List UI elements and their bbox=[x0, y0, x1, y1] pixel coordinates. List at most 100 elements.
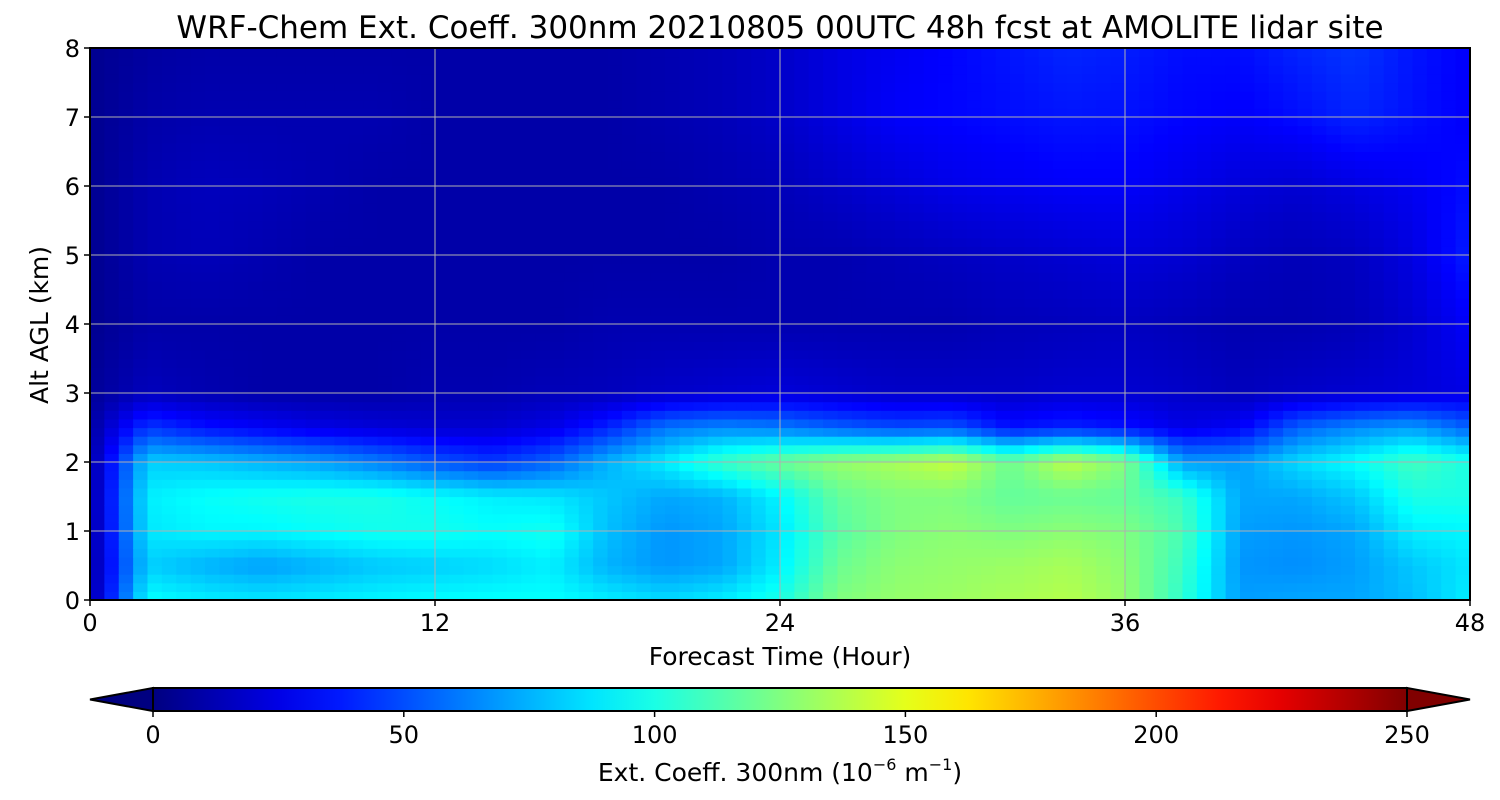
heatmap-cell bbox=[492, 220, 508, 230]
heatmap-cell bbox=[1125, 401, 1140, 411]
heatmap-cell bbox=[348, 444, 364, 454]
heatmap-cell bbox=[334, 315, 350, 325]
heatmap-cell bbox=[1038, 332, 1054, 342]
heatmap-cell bbox=[334, 48, 350, 58]
heatmap-cell bbox=[521, 272, 537, 282]
heatmap-cell bbox=[435, 556, 450, 567]
heatmap-cell bbox=[1024, 194, 1040, 204]
heatmap-cell bbox=[952, 375, 968, 385]
heatmap-cell bbox=[90, 565, 105, 575]
heatmap-cell bbox=[1038, 565, 1054, 575]
heatmap-cell bbox=[276, 151, 292, 161]
heatmap-cell bbox=[808, 298, 824, 308]
heatmap-cell bbox=[765, 384, 781, 394]
heatmap-cell bbox=[1067, 384, 1083, 394]
heatmap-cell bbox=[736, 255, 752, 265]
heatmap-cell bbox=[492, 211, 508, 222]
heatmap-cell bbox=[276, 134, 292, 144]
heatmap-cell bbox=[837, 505, 853, 515]
heatmap-cell bbox=[981, 427, 997, 437]
heatmap-cell bbox=[1153, 341, 1169, 351]
heatmap-cell bbox=[1182, 82, 1198, 92]
heatmap-cell bbox=[377, 548, 393, 558]
heatmap-cell bbox=[391, 505, 407, 515]
heatmap-cell bbox=[176, 246, 192, 256]
heatmap-cell bbox=[823, 177, 839, 187]
heatmap-cell bbox=[348, 574, 364, 584]
heatmap-cell bbox=[1182, 298, 1198, 308]
heatmap-cell bbox=[1081, 99, 1097, 109]
heatmap-cell bbox=[1053, 289, 1069, 299]
heatmap-cell bbox=[578, 349, 594, 360]
heatmap-cell bbox=[895, 522, 910, 532]
heatmap-cell bbox=[262, 255, 278, 265]
heatmap-cell bbox=[866, 315, 882, 325]
heatmap-cell bbox=[1168, 177, 1184, 187]
heatmap-cell bbox=[1024, 332, 1040, 342]
heatmap-cell bbox=[133, 556, 149, 567]
heatmap-cell bbox=[305, 358, 321, 368]
heatmap-cell bbox=[535, 341, 551, 351]
heatmap-cell bbox=[593, 246, 609, 256]
heatmap-cell bbox=[952, 125, 968, 135]
heatmap-cell bbox=[521, 349, 537, 360]
heatmap-cell bbox=[449, 108, 465, 118]
heatmap-cell bbox=[751, 487, 767, 498]
heatmap-cell bbox=[1053, 367, 1069, 377]
heatmap-cell bbox=[1196, 513, 1212, 523]
heatmap-cell bbox=[895, 177, 910, 187]
heatmap-cell bbox=[1096, 125, 1112, 135]
heatmap-cell bbox=[104, 65, 120, 75]
heatmap-cell bbox=[320, 341, 335, 351]
heatmap-cell bbox=[161, 393, 177, 403]
heatmap-cell bbox=[104, 108, 120, 118]
heatmap-cell bbox=[1024, 591, 1040, 601]
heatmap-cell bbox=[607, 272, 623, 282]
heatmap-cell bbox=[708, 505, 724, 515]
heatmap-cell bbox=[1182, 574, 1198, 584]
heatmap-cell bbox=[550, 73, 565, 84]
heatmap-cell bbox=[406, 513, 422, 523]
heatmap-cell bbox=[535, 574, 551, 584]
heatmap-cell bbox=[435, 108, 450, 118]
heatmap-cell bbox=[1182, 229, 1198, 239]
heatmap-cell bbox=[535, 306, 551, 316]
heatmap-cell bbox=[248, 229, 264, 239]
heatmap-cell bbox=[550, 332, 565, 342]
heatmap-cell bbox=[665, 487, 680, 498]
heatmap-cell bbox=[1096, 384, 1112, 394]
heatmap-cell bbox=[808, 220, 824, 230]
heatmap-cell bbox=[463, 591, 479, 601]
heatmap-cell bbox=[276, 99, 292, 109]
heatmap-cell bbox=[1096, 375, 1112, 385]
heatmap-cell bbox=[478, 358, 494, 368]
heatmap-cell bbox=[391, 565, 407, 575]
heatmap-cell bbox=[895, 315, 910, 325]
heatmap-cell bbox=[593, 73, 609, 84]
heatmap-cell bbox=[305, 194, 321, 204]
heatmap-cell bbox=[1153, 565, 1169, 575]
heatmap-cell bbox=[406, 384, 422, 394]
heatmap-cell bbox=[650, 574, 666, 584]
heatmap-cell bbox=[593, 505, 609, 515]
heatmap-cell bbox=[521, 453, 537, 463]
heatmap-cell bbox=[866, 513, 882, 523]
heatmap-cell bbox=[1024, 462, 1040, 472]
heatmap-cell bbox=[118, 91, 134, 101]
heatmap-cell bbox=[1081, 186, 1097, 196]
heatmap-cell bbox=[909, 436, 925, 446]
heatmap-cell bbox=[205, 220, 220, 230]
heatmap-cell bbox=[794, 142, 810, 153]
heatmap-cell bbox=[90, 513, 105, 523]
heatmap-cell bbox=[1096, 229, 1112, 239]
heatmap-cell bbox=[1024, 548, 1040, 558]
heatmap-cell bbox=[104, 444, 120, 454]
heatmap-cell bbox=[133, 453, 149, 463]
heatmap-cell bbox=[478, 539, 494, 549]
heatmap-cell bbox=[578, 531, 594, 541]
heatmap-cell bbox=[1081, 505, 1097, 515]
heatmap-cell bbox=[564, 324, 580, 334]
heatmap-cell bbox=[334, 444, 350, 454]
heatmap-cell bbox=[880, 211, 896, 222]
heatmap-cell bbox=[406, 582, 422, 592]
